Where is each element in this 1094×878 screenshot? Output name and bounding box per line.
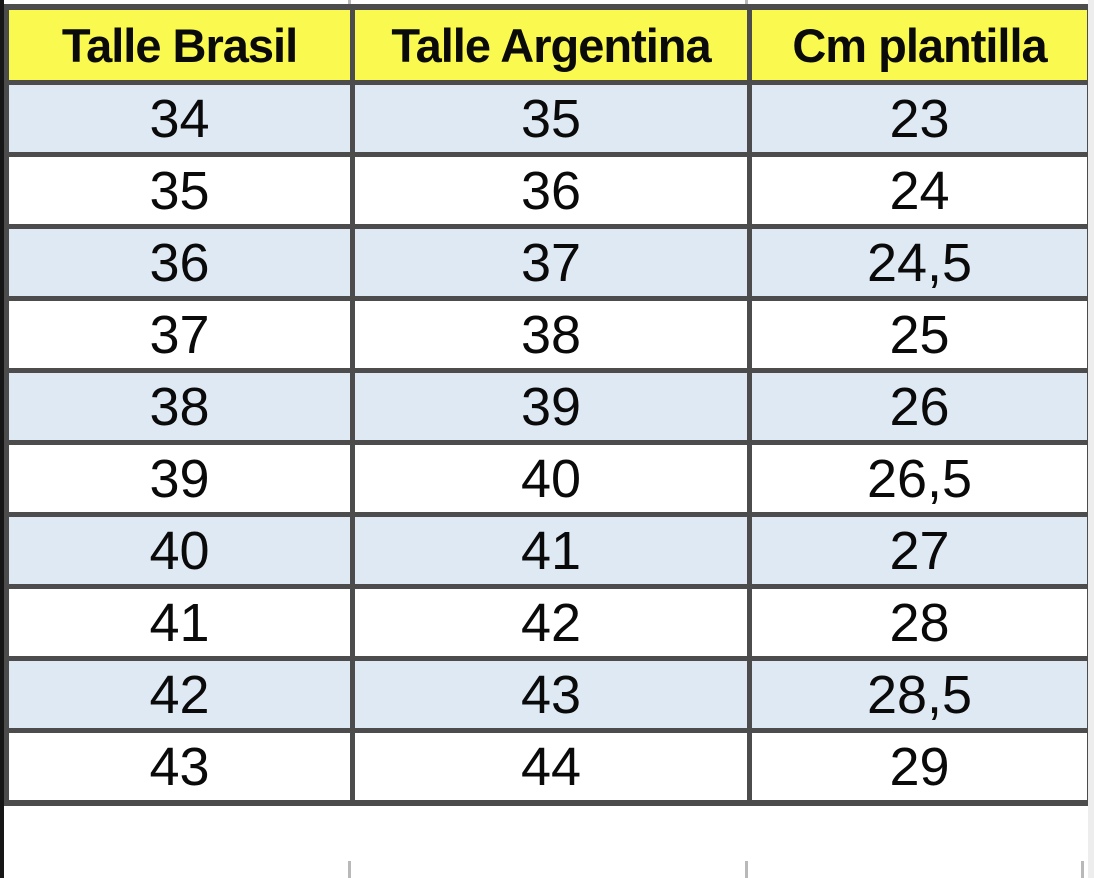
table-row: 43 44 29 <box>4 728 1092 806</box>
cell-talle-argentina: 35 <box>350 80 752 157</box>
table-row: 35 36 24 <box>4 152 1092 229</box>
top-crop-gridline-2 <box>745 0 748 4</box>
cell-talle-brasil: 35 <box>4 152 355 229</box>
cell-talle-argentina: 37 <box>350 224 752 301</box>
cell-cm-plantilla: 26 <box>747 368 1092 445</box>
cell-talle-argentina: 44 <box>350 728 752 806</box>
table-row: 42 43 28,5 <box>4 656 1092 733</box>
table-row: 38 39 26 <box>4 368 1092 445</box>
right-crop-sliver <box>1088 0 1094 878</box>
cell-cm-plantilla: 24,5 <box>747 224 1092 301</box>
size-conversion-table: Talle Brasil Talle Argentina Cm plantill… <box>4 4 1092 806</box>
cell-cm-plantilla: 23 <box>747 80 1092 157</box>
table-row: 34 35 23 <box>4 80 1092 157</box>
cell-talle-brasil: 38 <box>4 368 355 445</box>
cell-talle-argentina: 43 <box>350 656 752 733</box>
table-row: 40 41 27 <box>4 512 1092 589</box>
cell-talle-brasil: 40 <box>4 512 355 589</box>
cell-talle-brasil: 43 <box>4 728 355 806</box>
cell-talle-brasil: 39 <box>4 440 355 517</box>
cell-talle-brasil: 36 <box>4 224 355 301</box>
cell-cm-plantilla: 25 <box>747 296 1092 373</box>
cell-talle-brasil: 34 <box>4 80 355 157</box>
table-header: Talle Brasil Talle Argentina Cm plantill… <box>4 4 1092 85</box>
bottom-crop-gridline-1 <box>348 861 351 878</box>
cell-talle-argentina: 41 <box>350 512 752 589</box>
cell-cm-plantilla: 24 <box>747 152 1092 229</box>
cell-talle-brasil: 41 <box>4 584 355 661</box>
cell-cm-plantilla: 27 <box>747 512 1092 589</box>
table-row: 39 40 26,5 <box>4 440 1092 517</box>
cell-talle-argentina: 38 <box>350 296 752 373</box>
cell-talle-argentina: 39 <box>350 368 752 445</box>
table-body: 34 35 23 35 36 24 36 37 24,5 37 38 25 38 <box>4 80 1092 806</box>
header-cell-talle-brasil: Talle Brasil <box>4 4 355 85</box>
header-row: Talle Brasil Talle Argentina Cm plantill… <box>4 4 1092 85</box>
cell-talle-argentina: 36 <box>350 152 752 229</box>
cell-cm-plantilla: 29 <box>747 728 1092 806</box>
table-row: 41 42 28 <box>4 584 1092 661</box>
header-cell-cm-plantilla: Cm plantilla <box>747 4 1092 85</box>
table-row: 36 37 24,5 <box>4 224 1092 301</box>
cell-talle-brasil: 42 <box>4 656 355 733</box>
cell-talle-argentina: 42 <box>350 584 752 661</box>
table-row: 37 38 25 <box>4 296 1092 373</box>
header-cell-talle-argentina: Talle Argentina <box>350 4 752 85</box>
cell-talle-argentina: 40 <box>350 440 752 517</box>
bottom-crop-gridline-2 <box>745 861 748 878</box>
bottom-crop-gridline-3 <box>1081 861 1084 878</box>
cell-cm-plantilla: 28,5 <box>747 656 1092 733</box>
cell-cm-plantilla: 26,5 <box>747 440 1092 517</box>
table-left-border <box>0 0 4 878</box>
cell-cm-plantilla: 28 <box>747 584 1092 661</box>
top-crop-gridline-1 <box>348 0 351 4</box>
cell-talle-brasil: 37 <box>4 296 355 373</box>
